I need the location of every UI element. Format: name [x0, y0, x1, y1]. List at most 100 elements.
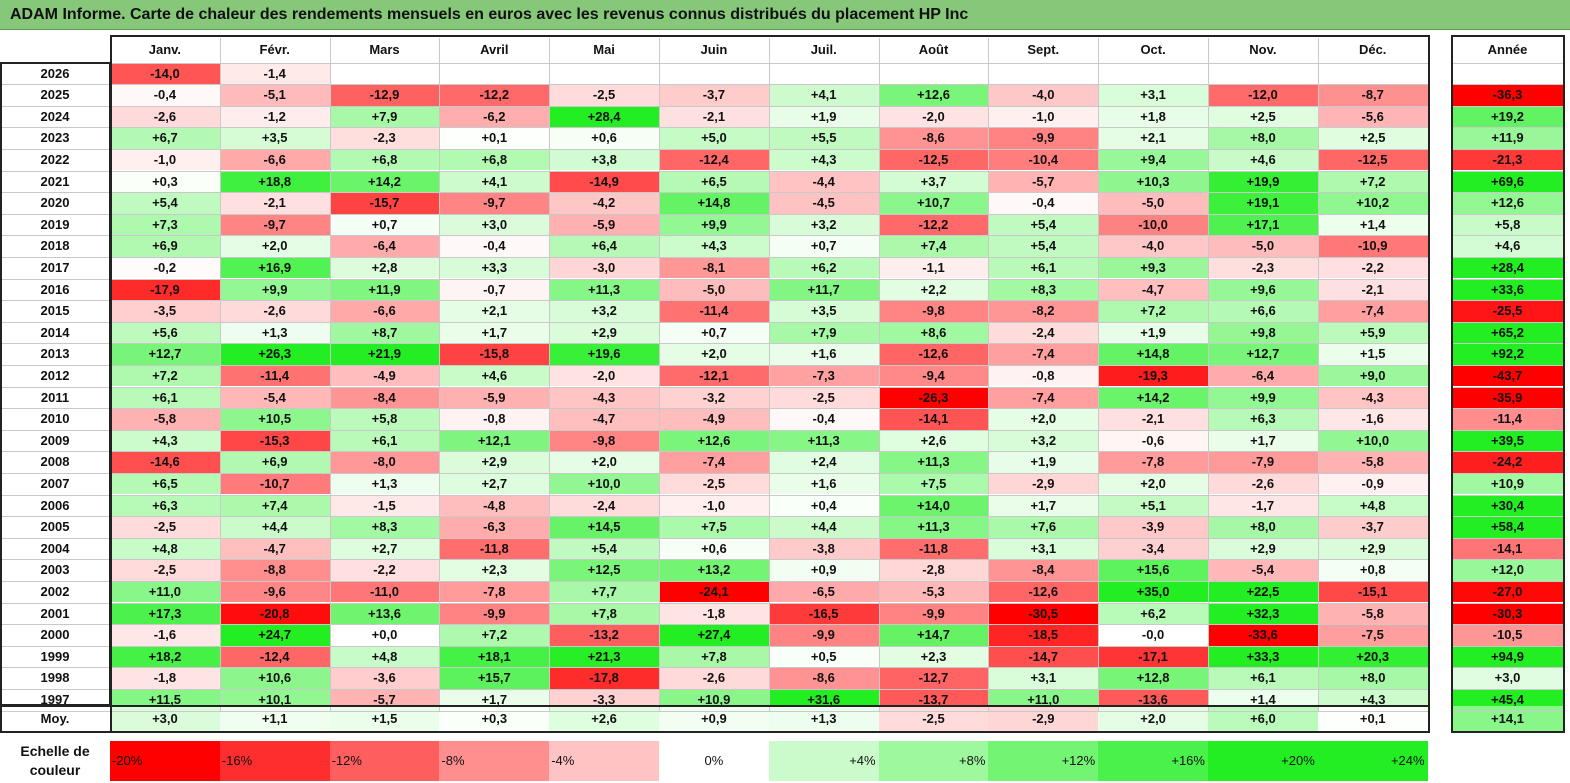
heatmap-cell: +12,1	[439, 429, 550, 452]
heatmap-cell: +0,3	[110, 170, 220, 193]
heatmap-cell: +17,3	[110, 602, 220, 625]
average-cell: +0,3	[439, 706, 550, 731]
grid-line	[1452, 559, 1563, 561]
year-label: 2022	[0, 148, 110, 171]
heatmap-cell: +7,2	[1098, 300, 1208, 322]
heatmap-cell: +11,3	[549, 278, 659, 301]
heatmap-cell: -15,3	[219, 429, 330, 452]
heatmap-cell: +0,7	[768, 235, 879, 257]
grid-line	[1452, 429, 1563, 431]
year-label: 2019	[0, 213, 110, 236]
heatmap-cell: +7,5	[878, 472, 989, 495]
heatmap-cell: -7,4	[988, 386, 1099, 409]
heatmap-cell: +6,6	[1208, 300, 1318, 322]
heatmap-cell: -0,8	[439, 408, 550, 430]
heatmap-cell: -10,9	[1317, 235, 1428, 257]
color-scale-swatch: -8%	[439, 741, 550, 781]
heatmap-cell: +7,2	[439, 624, 550, 646]
heatmap-cell: +0,7	[659, 321, 769, 344]
grid-line	[1452, 62, 1563, 64]
grid-line	[1452, 386, 1563, 388]
heatmap-cell: -5,0	[1208, 235, 1318, 257]
heatmap-cell: -4,8	[439, 494, 550, 517]
heatmap-cell: -2,1	[1317, 278, 1428, 301]
grid-line	[0, 170, 1428, 172]
heatmap-cell: +9,3	[1098, 256, 1208, 279]
heatmap-cell: +0,4	[768, 494, 879, 517]
grid-line	[0, 645, 1428, 647]
heatmap-cell: +3,5	[768, 300, 879, 322]
heatmap-cell: -1,8	[110, 667, 220, 689]
grid-line	[1452, 537, 1563, 539]
grid-line	[1452, 148, 1563, 150]
heatmap-cell: +2,1	[439, 300, 550, 322]
heatmap-cell: -9,6	[219, 580, 330, 603]
heatmap-cell: -11,4	[659, 300, 769, 322]
annual-cell: +30,4	[1452, 494, 1563, 517]
heatmap-cell: -0,4	[988, 192, 1099, 214]
annual-cell: -27,0	[1452, 580, 1563, 603]
chart-title: ADAM Informe. Carte de chaleur des rende…	[0, 0, 1570, 30]
heatmap-cell: +5,4	[549, 537, 659, 560]
heatmap-cell: +4,8	[1317, 494, 1428, 517]
heatmap-cell: -8,4	[329, 386, 440, 409]
heatmap-cell: +7,2	[1317, 170, 1428, 193]
average-cell: +1,1	[219, 706, 330, 731]
grid-line	[0, 278, 1428, 280]
heatmap-cell: -5,0	[659, 278, 769, 301]
month-header: Avril	[439, 38, 550, 62]
heatmap-cell: +2,3	[439, 559, 550, 581]
heatmap-cell: +4,4	[219, 516, 330, 538]
heatmap-cell: +5,5	[768, 127, 879, 149]
heatmap-cell: +10,0	[549, 472, 659, 495]
grid-line	[0, 429, 1428, 431]
heatmap-cell: -26,3	[878, 386, 989, 409]
heatmap-cell: -8,6	[768, 667, 879, 689]
annual-cell: +33,6	[1452, 278, 1563, 301]
heatmap-cell: -7,4	[988, 343, 1099, 365]
average-cell: +0,1	[1317, 706, 1428, 731]
heatmap-cell: -6,5	[768, 580, 879, 603]
grid-line	[329, 38, 331, 711]
heatmap-cell: -1,6	[1317, 408, 1428, 430]
heatmap-cell: +18,8	[219, 170, 330, 193]
grid-line	[1317, 38, 1319, 711]
heatmap-cell: +7,8	[549, 602, 659, 625]
grid-line	[1452, 170, 1563, 172]
heatmap-cell: +6,3	[1208, 408, 1318, 430]
grid-line	[1452, 472, 1563, 474]
heatmap-cell: +1,7	[439, 321, 550, 344]
heatmap-cell: -19,3	[1098, 364, 1208, 387]
heatmap-cell: -7,8	[439, 580, 550, 603]
heatmap-cell: -30,5	[988, 602, 1099, 625]
grid-line	[0, 602, 1428, 604]
heatmap-cell: +22,5	[1208, 580, 1318, 603]
heatmap-cell: +7,9	[768, 321, 879, 344]
heatmap-cell: -9,9	[768, 624, 879, 646]
heatmap-cell: +18,1	[439, 645, 550, 668]
grid-line	[1452, 602, 1563, 604]
heatmap-cell: +3,7	[878, 170, 989, 193]
heatmap-cell: +8,0	[1208, 127, 1318, 149]
year-label: 2001	[0, 602, 110, 625]
heatmap-cell: +18,2	[110, 645, 220, 668]
year-label: 2015	[0, 300, 110, 322]
grid-line	[1452, 580, 1563, 582]
year-label: 2021	[0, 170, 110, 193]
heatmap-cell: +7,4	[219, 494, 330, 517]
heatmap-cell: +6,9	[219, 451, 330, 473]
heatmap-cell: +0,0	[329, 624, 440, 646]
year-label: 2000	[0, 624, 110, 646]
heatmap-cell: -2,1	[659, 105, 769, 128]
annual-cell: -43,7	[1452, 364, 1563, 387]
heatmap-cell: +1,8	[1098, 105, 1208, 128]
year-label: 2018	[0, 235, 110, 257]
heatmap-cell: -5,7	[988, 170, 1099, 193]
heatmap-cell: -12,0	[1208, 84, 1318, 106]
heatmap-cell: -2,1	[219, 192, 330, 214]
heatmap-cell: -4,9	[329, 364, 440, 387]
heatmap-cell: -0,4	[110, 84, 220, 106]
heatmap-cell: -4,9	[659, 408, 769, 430]
heatmap-cell: +1,5	[1317, 343, 1428, 365]
heatmap-cell: +11,0	[110, 580, 220, 603]
